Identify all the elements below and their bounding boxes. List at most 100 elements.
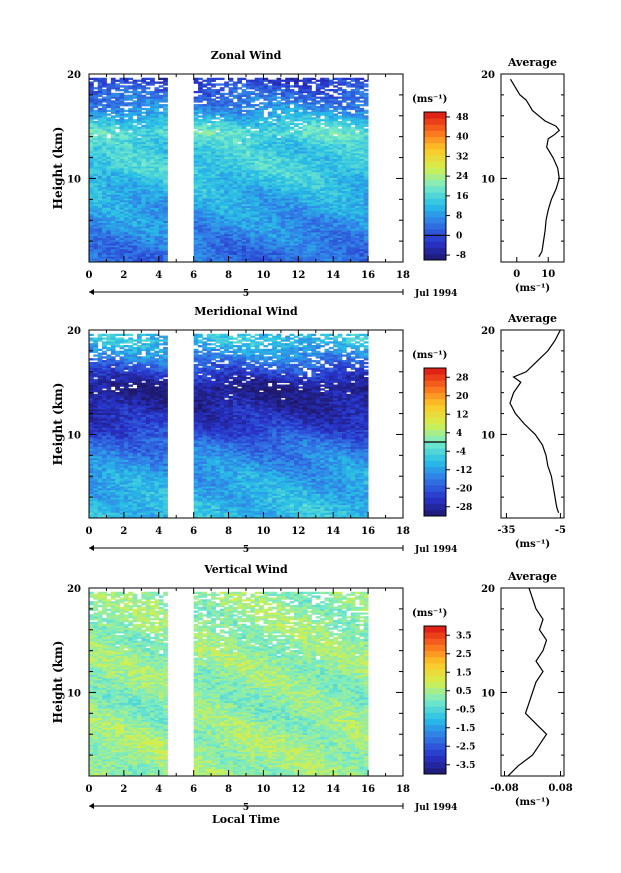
heatmap-cell — [154, 102, 160, 105]
heatmap-cell — [285, 179, 291, 182]
heatmap-cell — [254, 226, 260, 229]
heatmap-cell — [293, 160, 299, 163]
heatmap-cell — [289, 92, 295, 96]
heatmap-cell — [219, 124, 225, 128]
heatmap-cell — [298, 260, 304, 263]
heatmap-cell — [224, 102, 229, 105]
heatmap-cell — [259, 160, 264, 163]
heatmap-cell — [263, 207, 269, 210]
heatmap-cell — [123, 245, 129, 248]
heatmap-cell — [198, 233, 203, 237]
heatmap-cell — [128, 168, 134, 171]
heatmap-cell — [106, 177, 112, 180]
heatmap-cell — [158, 207, 164, 210]
heatmap-cell — [320, 233, 325, 237]
heatmap-cell — [224, 124, 229, 128]
heatmap-cell — [198, 77, 203, 81]
heatmap-cell — [241, 143, 247, 146]
heatmap-cell — [215, 179, 221, 182]
heatmap-cell — [246, 258, 251, 261]
heatmap-cell — [123, 143, 129, 146]
heatmap-cell — [136, 134, 142, 137]
heatmap-cell — [202, 147, 208, 150]
heatmap-cell — [102, 104, 107, 107]
heatmap-cell — [289, 117, 295, 120]
heatmap-cell — [237, 190, 243, 193]
heatmap-cell — [154, 132, 160, 135]
heatmap-cell — [254, 113, 260, 116]
heatmap-cell — [246, 141, 251, 144]
heatmap-cell — [246, 164, 251, 167]
heatmap-cell — [198, 154, 203, 158]
heatmap-cell — [324, 79, 330, 82]
heatmap-cell — [293, 186, 299, 190]
heatmap-cell — [206, 162, 212, 165]
heatmap-cell — [224, 235, 229, 238]
heatmap-cell — [123, 145, 129, 148]
heatmap-cell — [285, 151, 291, 154]
heatmap-cell — [254, 245, 260, 248]
heatmap-cell — [285, 134, 291, 137]
heatmap-cell — [141, 207, 147, 210]
heatmap-cell — [145, 252, 151, 255]
heatmap-cell — [250, 111, 256, 114]
heatmap-cell — [89, 203, 94, 206]
heatmap-cell — [298, 196, 304, 199]
heatmap-cell — [289, 115, 295, 118]
heatmap-cell — [293, 149, 299, 152]
heatmap-cell — [341, 184, 347, 188]
heatmap-cell — [154, 81, 160, 84]
heatmap-cell — [237, 136, 243, 139]
heatmap-cell — [89, 166, 94, 169]
heatmap-cell — [128, 96, 134, 99]
heatmap-cell — [337, 128, 343, 131]
heatmap-cell — [298, 205, 304, 208]
heatmap-cell — [280, 83, 286, 86]
heatmap-cell — [128, 149, 134, 152]
heatmap-cell — [132, 256, 138, 259]
heatmap-cell — [132, 173, 138, 176]
heatmap-cell — [285, 216, 291, 220]
heatmap-cell — [285, 111, 291, 114]
heatmap-cell — [158, 85, 164, 88]
heatmap-cell — [119, 149, 125, 152]
heatmap-cell — [272, 87, 277, 90]
heatmap-cell — [311, 237, 317, 240]
heatmap-cell — [89, 81, 94, 84]
heatmap-cell — [215, 77, 221, 81]
heatmap-cell — [280, 147, 286, 150]
heatmap-cell — [259, 164, 264, 167]
heatmap-cell — [145, 130, 151, 133]
heatmap-cell — [328, 201, 334, 205]
heatmap-cell — [280, 237, 286, 240]
heatmap-cell — [272, 218, 277, 222]
heatmap-cell — [315, 207, 321, 210]
heatmap-cell — [311, 109, 317, 112]
heatmap-cell — [237, 137, 243, 141]
heatmap-cell — [333, 231, 338, 235]
heatmap-cell — [246, 254, 251, 257]
heatmap-cell — [97, 218, 103, 222]
heatmap-cell — [219, 175, 225, 178]
heatmap-cell — [293, 256, 299, 259]
heatmap-cell — [219, 145, 225, 148]
heatmap-cell — [215, 237, 221, 240]
heatmap-cell — [145, 169, 151, 173]
heatmap-cell — [276, 113, 282, 116]
heatmap-cell — [285, 77, 291, 81]
heatmap-cell — [246, 213, 251, 216]
heatmap-cell — [89, 256, 94, 259]
heatmap-cell — [93, 205, 99, 208]
heatmap-cell — [128, 215, 134, 218]
heatmap-cell — [302, 215, 308, 218]
heatmap-cell — [263, 175, 269, 178]
heatmap-cell — [337, 260, 343, 263]
heatmap-cell — [272, 104, 277, 107]
heatmap-cell — [250, 194, 256, 197]
heatmap-cell — [102, 158, 107, 161]
heatmap-cell — [246, 117, 251, 120]
heatmap-cell — [136, 168, 142, 171]
heatmap-cell — [115, 241, 120, 244]
heatmap-cell — [128, 211, 134, 214]
heatmap-cell — [89, 199, 94, 203]
